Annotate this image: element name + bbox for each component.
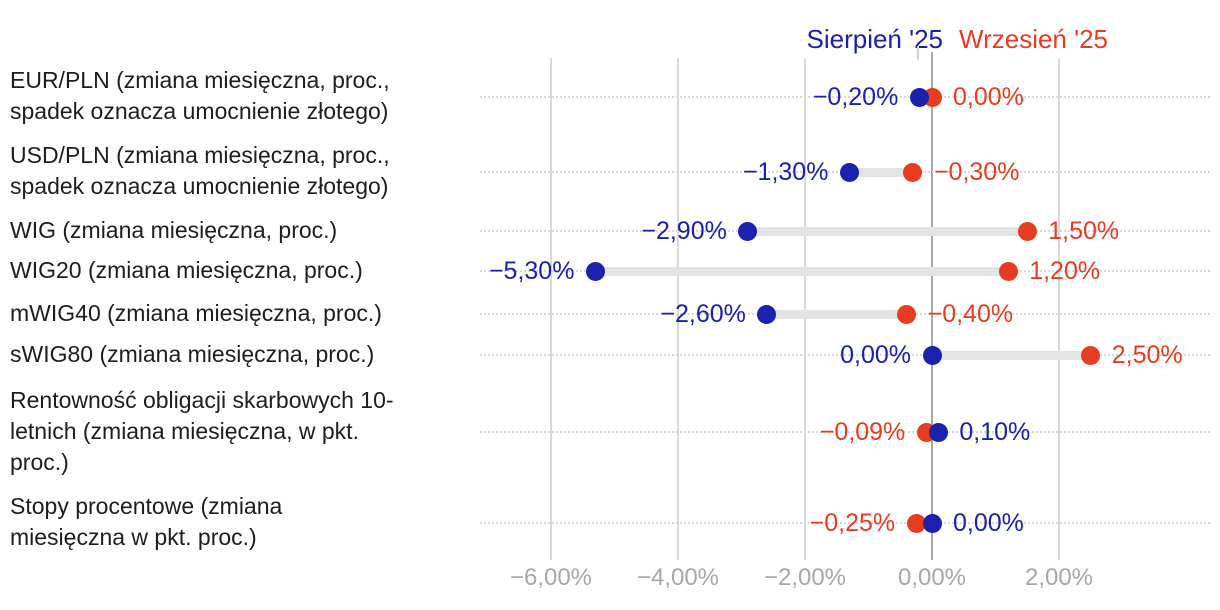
dot-september	[1017, 221, 1037, 241]
category-label: sWIG80 (zmiana miesięczna, proc.)	[10, 340, 375, 367]
legend-series-september: Wrzesień '25	[959, 24, 1108, 54]
category-label: WIG (zmiana miesięczna, proc.)	[10, 216, 338, 243]
dumbbell-connector	[743, 226, 1032, 236]
gridline	[550, 58, 552, 560]
value-label-august: 0,00%	[953, 509, 1024, 537]
dumbbell-connector	[762, 309, 912, 319]
dot-september	[906, 513, 926, 533]
value-label-august: −1,30%	[742, 158, 829, 186]
dot-august	[922, 513, 942, 533]
chart-legend: Sierpień '25 Wrzesień '25	[807, 24, 1109, 54]
dot-august	[585, 261, 605, 281]
category-label: USD/PLN (zmiana miesięczna, proc., spade…	[10, 142, 390, 199]
dot-august	[738, 221, 758, 241]
gridline	[677, 58, 679, 560]
x-axis-tick-label: −2,00%	[763, 564, 847, 591]
gridline	[1058, 58, 1060, 560]
row-guide-dotted-line	[480, 96, 1210, 98]
dot-september	[998, 261, 1018, 281]
dot-august	[928, 422, 948, 442]
category-label: WIG20 (zmiana miesięczna, proc.)	[10, 256, 363, 283]
dot-september	[1081, 345, 1101, 365]
value-label-august: −5,30%	[488, 257, 575, 285]
value-label-august: −2,60%	[660, 300, 746, 328]
dot-september	[897, 304, 917, 324]
x-axis-tick-label: −4,00%	[636, 564, 720, 591]
value-label-august: 0,00%	[840, 341, 911, 369]
dot-august	[757, 304, 777, 324]
x-axis-tick-label: −6,00%	[509, 564, 593, 591]
dot-august	[839, 162, 859, 182]
category-label: Rentowność obligacji skarbowych 10- letn…	[10, 386, 394, 475]
dumbbell-connector	[590, 266, 1013, 276]
row-guide-dotted-line	[480, 354, 1210, 356]
value-label-august: 0,10%	[959, 418, 1031, 446]
gridline	[804, 58, 806, 560]
value-label-september: −0,25%	[809, 509, 896, 537]
value-label-august: −2,90%	[641, 217, 727, 245]
dot-september	[903, 162, 923, 182]
category-label: Stopy procentowe (zmiana miesięczna w pk…	[10, 493, 283, 550]
dot-august	[922, 345, 942, 365]
x-axis-tick-label: 2,00%	[1024, 564, 1094, 591]
value-label-september: −0,09%	[819, 418, 906, 446]
value-label-september: 1,50%	[1048, 217, 1120, 245]
dot-august	[909, 87, 929, 107]
category-label: EUR/PLN (zmiana miesięczna, proc., spade…	[10, 67, 390, 124]
row-guide-dotted-line	[480, 522, 1210, 524]
x-axis-tick-label: 0,00%	[897, 564, 967, 591]
zero-gridline	[931, 52, 933, 560]
value-label-september: −0,30%	[933, 158, 1020, 186]
dumbbell-connector	[927, 350, 1096, 360]
category-label: mWIG40 (zmiana miesięczna, proc.)	[10, 299, 382, 326]
dumbbell-connector	[844, 167, 918, 177]
legend-series-august: Sierpień '25	[806, 24, 944, 54]
value-label-september: 0,00%	[953, 83, 1024, 111]
axis-top-tick	[917, 46, 919, 60]
row-guide-dotted-line	[480, 431, 1210, 433]
value-label-september: −0,40%	[927, 300, 1014, 328]
value-label-september: 1,20%	[1029, 257, 1101, 285]
value-label-september: 2,50%	[1111, 341, 1183, 369]
value-label-august: −0,20%	[812, 83, 899, 111]
